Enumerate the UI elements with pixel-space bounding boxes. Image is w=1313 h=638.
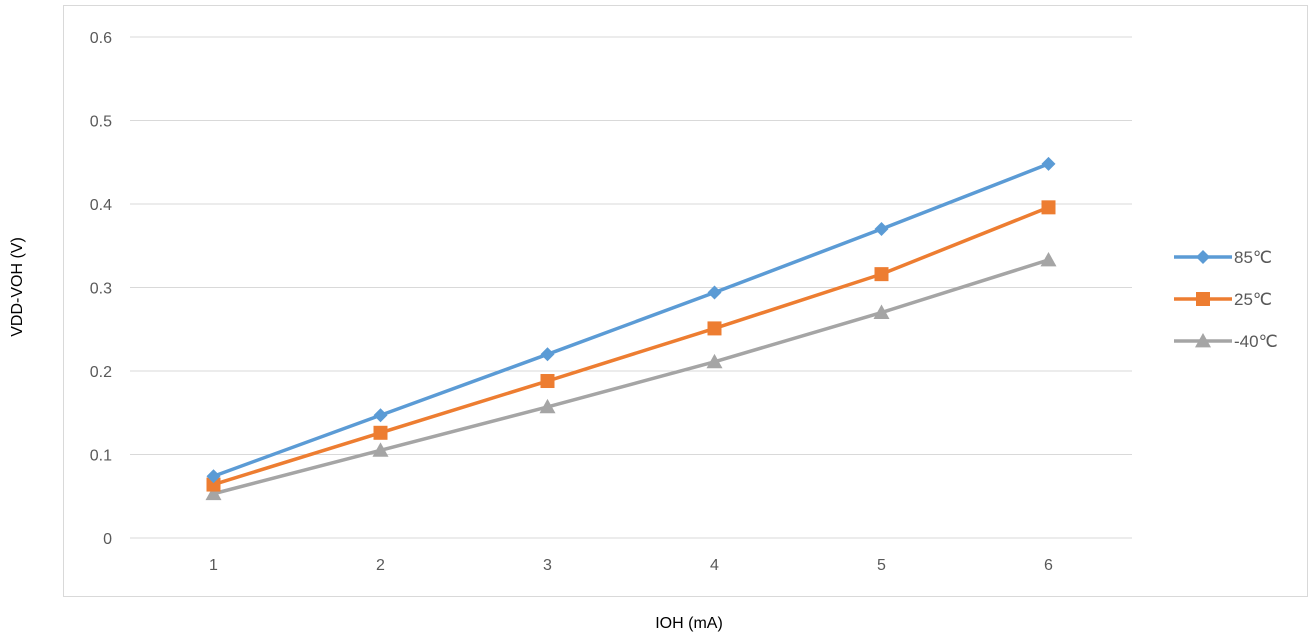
series-line <box>211 258 1051 496</box>
data-point <box>539 398 556 414</box>
y-tick-label: 0.5 <box>90 114 112 131</box>
data-point <box>206 469 221 484</box>
x-tick-label: 1 <box>209 557 218 574</box>
series-2 <box>205 251 1057 501</box>
y-tick-label: 0 <box>103 531 112 548</box>
series-0 <box>206 156 1056 484</box>
legend-label: -40℃ <box>1234 332 1278 351</box>
x-axis-title: IOH (mA) <box>655 615 723 632</box>
x-tick-label: 4 <box>710 557 719 574</box>
y-axis-title: VDD-VOH (V) <box>9 237 26 337</box>
data-point <box>1041 156 1056 171</box>
x-axis-ticks: 1 2 3 4 5 6 <box>209 557 1053 574</box>
series-1 <box>206 200 1056 492</box>
legend-swatch-marker <box>1196 292 1210 306</box>
legend-label: 85℃ <box>1234 248 1272 267</box>
y-axis-ticks: 0 0.1 0.2 0.3 0.4 0.5 0.6 <box>90 30 112 548</box>
legend-item: -40℃ <box>1174 332 1278 351</box>
legend-swatch-marker <box>1196 250 1210 264</box>
series-line <box>211 205 1051 487</box>
data-point <box>373 408 388 423</box>
y-tick-label: 0.3 <box>90 281 112 298</box>
y-tick-label: 0.1 <box>90 448 112 465</box>
data-point <box>874 222 889 237</box>
y-tick-label: 0.6 <box>90 30 112 47</box>
data-point <box>1040 251 1057 267</box>
data-point <box>540 347 555 362</box>
x-tick-label: 5 <box>877 557 886 574</box>
y-tick-label: 0.4 <box>90 197 112 214</box>
data-point <box>707 321 722 336</box>
data-point <box>706 353 723 369</box>
series-line <box>211 162 1051 478</box>
data-point <box>874 267 889 282</box>
x-tick-label: 6 <box>1044 557 1053 574</box>
data-point <box>206 477 221 492</box>
legend-item: 85℃ <box>1174 248 1272 267</box>
x-tick-label: 3 <box>543 557 552 574</box>
legend-label: 25℃ <box>1234 290 1272 309</box>
legend-item: 25℃ <box>1174 290 1272 309</box>
data-point <box>873 304 890 319</box>
data-point <box>1041 200 1056 215</box>
data-point <box>707 285 722 300</box>
data-point <box>205 485 222 501</box>
data-point <box>372 442 389 457</box>
series-group <box>205 156 1057 501</box>
chart-area <box>63 5 1308 597</box>
legend: 85℃ 25℃ -40℃ <box>1174 248 1278 351</box>
y-tick-label: 0.2 <box>90 364 112 381</box>
x-tick-label: 2 <box>376 557 385 574</box>
data-point <box>540 374 555 389</box>
data-point <box>373 425 388 440</box>
legend-swatch-marker <box>1195 333 1211 348</box>
